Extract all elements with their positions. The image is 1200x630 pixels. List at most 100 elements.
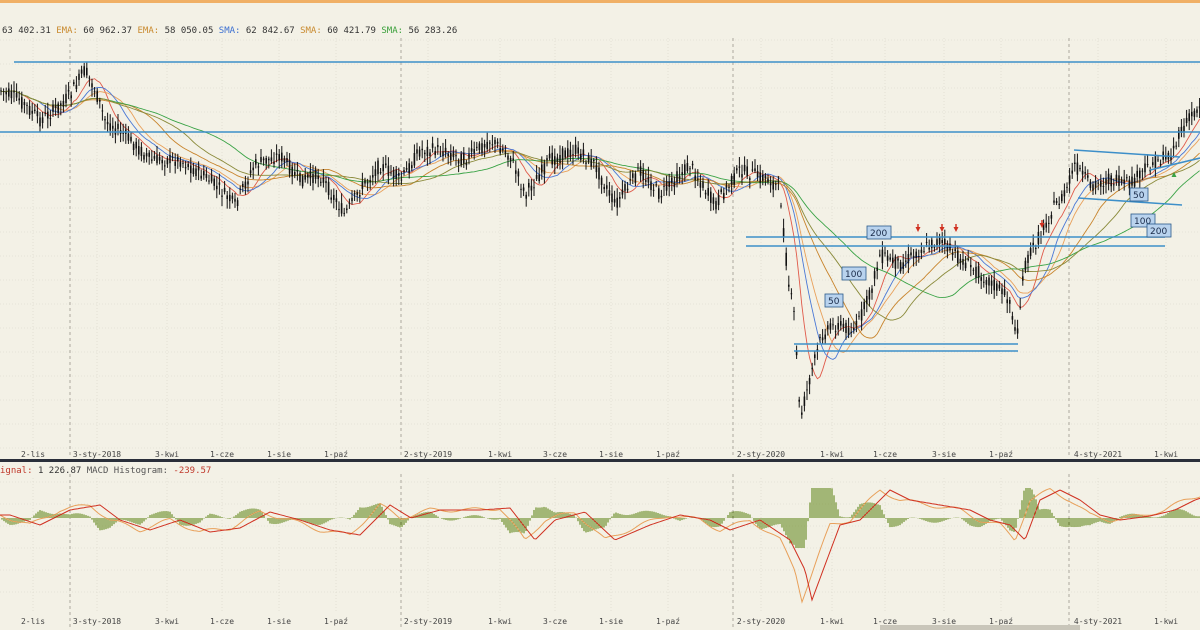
candle-body: [73, 82, 75, 85]
candle-body: [70, 95, 72, 99]
candle-body: [681, 172, 683, 175]
candle-body: [561, 148, 564, 160]
candle-body: [481, 143, 483, 153]
candle-body: [273, 161, 275, 164]
candle-body: [795, 350, 798, 356]
candle-body: [938, 236, 941, 245]
candle-body: [1009, 299, 1011, 304]
candle-body: [322, 177, 325, 183]
candle-body: [678, 176, 681, 180]
candle-body: [593, 159, 595, 162]
candle-body: [525, 194, 527, 199]
candle-body: [65, 93, 67, 104]
time-tick-macd: 4-sty-2021: [1074, 617, 1122, 626]
candle-body: [1178, 130, 1180, 139]
candle-body: [1058, 203, 1060, 206]
candle-body: [10, 90, 13, 99]
candle-body: [1001, 288, 1003, 295]
candle-body: [1055, 200, 1058, 204]
candle-body: [621, 189, 624, 195]
candle-body: [658, 188, 660, 199]
candle-body: [603, 186, 605, 190]
candle-body: [260, 157, 262, 162]
scrollbar-thumb[interactable]: [880, 625, 1080, 630]
candle-body: [977, 266, 980, 279]
candle-body: [624, 184, 626, 191]
candle-body: [998, 284, 1001, 289]
candle-body: [283, 158, 286, 163]
candle-body: [990, 280, 993, 286]
candle-body: [184, 167, 187, 169]
candle-body: [645, 180, 647, 182]
candle-body: [1157, 159, 1159, 161]
candle-body: [1165, 155, 1167, 160]
candle-body: [1198, 106, 1200, 109]
candle-body: [434, 150, 436, 156]
support-line-6[interactable]: [1073, 149, 1181, 158]
candle-body: [858, 315, 860, 317]
candle-body: [106, 121, 109, 125]
candle-body: [314, 169, 317, 179]
candle-body: [343, 212, 345, 214]
macd-legend-segment-1: 1 226.87: [38, 466, 81, 476]
candle-body: [398, 173, 400, 176]
candle-body: [751, 169, 754, 171]
candle-body: [1066, 186, 1068, 188]
candle-body: [1068, 175, 1071, 184]
candle-body: [522, 187, 525, 191]
candle-body: [335, 198, 338, 203]
macd-legend-segment-0: ignal:: [0, 466, 38, 476]
candle-body: [642, 169, 644, 181]
time-tick-macd: 1-sie: [599, 617, 623, 626]
candle-body: [886, 255, 889, 261]
candle-body: [996, 283, 998, 291]
candle-body: [1076, 162, 1079, 175]
macd-lines: [0, 488, 1200, 604]
panel-divider[interactable]: [0, 459, 1200, 462]
time-tick-macd: 1-cze: [210, 617, 234, 626]
candle-body: [366, 182, 369, 184]
candle-body: [634, 173, 637, 184]
candle-body: [928, 247, 930, 250]
candle-body: [96, 90, 98, 102]
candle-body: [1102, 185, 1105, 187]
time-tick-main: 1-kwi: [488, 450, 512, 459]
candle-body: [5, 91, 7, 95]
candle-body: [1175, 145, 1177, 147]
candle-body: [959, 258, 962, 263]
candle-body: [1029, 248, 1032, 256]
candle-body: [827, 325, 829, 330]
candle-body: [452, 151, 455, 158]
support-resistance-lines[interactable]: [0, 61, 1200, 352]
candle-body: [169, 154, 171, 164]
candle-body: [1154, 155, 1157, 170]
candle-body: [174, 161, 176, 166]
candle-body: [158, 156, 161, 161]
candle-body: [242, 183, 244, 187]
macd-panel-bg: [0, 462, 1200, 630]
candle-body: [377, 160, 379, 175]
candle-body: [1133, 177, 1136, 187]
candle-body: [1152, 162, 1154, 166]
candle-body: [44, 112, 46, 114]
candle-body: [1035, 247, 1037, 250]
candle-body: [600, 177, 603, 185]
ma-box-2: [824, 293, 844, 308]
support-line-8[interactable]: [1149, 157, 1200, 171]
candle-body: [1123, 179, 1125, 184]
candle-body: [647, 176, 650, 183]
support-line-7[interactable]: [1077, 197, 1183, 206]
candle-body: [460, 153, 462, 166]
candle-body: [234, 198, 236, 202]
candle-body: [962, 259, 964, 265]
candle-body: [262, 158, 265, 161]
time-tick-main: 1-paź: [324, 450, 348, 459]
time-tick-main: 1-sie: [267, 450, 291, 459]
ma-box-1: [841, 266, 867, 281]
candle-body: [0, 90, 2, 92]
candle-body: [855, 320, 858, 328]
down-arrow-icon: [953, 224, 959, 232]
candle-body: [733, 173, 735, 185]
candle-body: [554, 156, 556, 165]
